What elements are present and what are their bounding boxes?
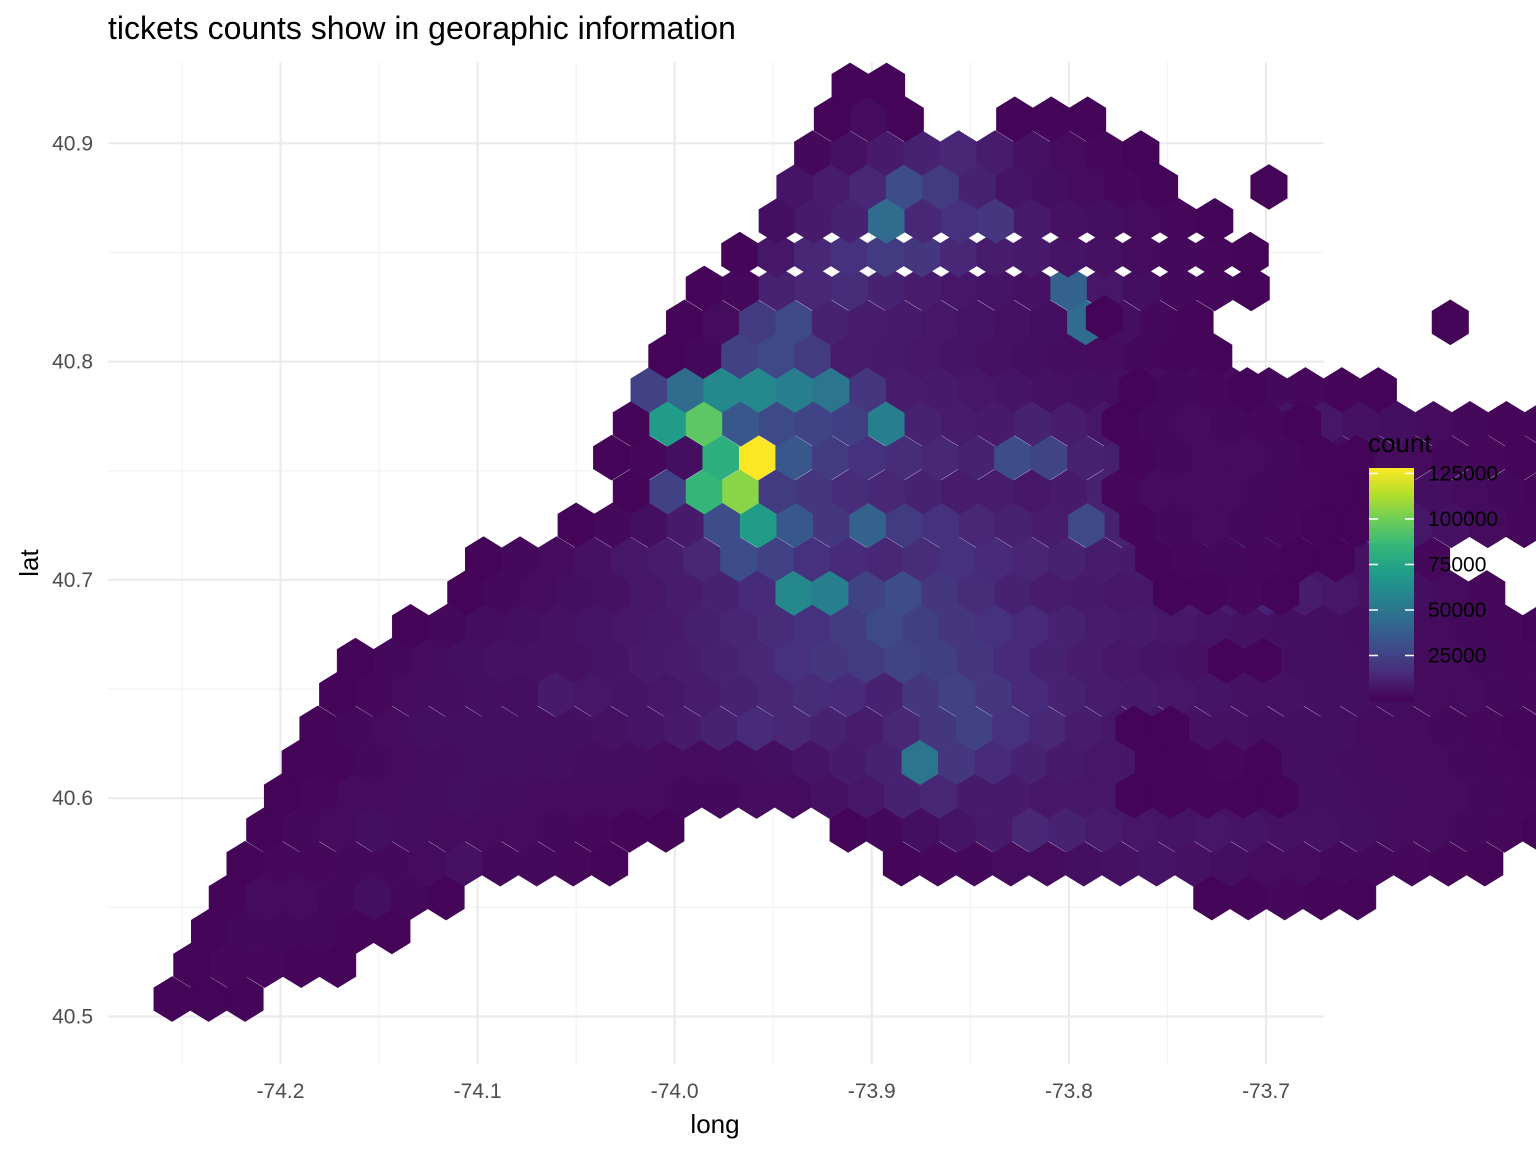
hex-bin — [1244, 637, 1282, 684]
legend-tick-label: 100000 — [1428, 508, 1498, 531]
hex-bin — [1262, 570, 1300, 616]
hex-bin — [226, 976, 264, 1022]
hex-bin — [868, 62, 906, 109]
y-tick-label: 40.5 — [52, 1006, 93, 1029]
hex-bin — [1339, 874, 1377, 921]
hex-bin — [427, 874, 465, 921]
x-axis-title: long — [690, 1109, 739, 1139]
hex-bin — [1232, 265, 1270, 312]
y-axis: 40.5 40.6 40.7 40.8 40.9 — [52, 132, 93, 1028]
hex-bin — [1466, 840, 1504, 887]
hex-bin — [1196, 197, 1234, 244]
hex-bin — [1521, 741, 1536, 783]
legend-title: count — [1368, 428, 1432, 458]
hex-bin — [1151, 705, 1189, 752]
hex-bin — [1261, 773, 1299, 819]
y-tick-label: 40.8 — [52, 351, 93, 374]
hex-bin — [1524, 472, 1536, 511]
legend-colorbar — [1369, 468, 1414, 701]
hex-bin — [1503, 637, 1536, 684]
hex-bin — [1176, 299, 1214, 346]
hex-bin — [1468, 570, 1506, 616]
x-tick-label: -73.7 — [1242, 1080, 1290, 1103]
hex-layer — [153, 62, 1536, 1022]
y-tick-label: 40.7 — [52, 569, 93, 592]
hex-bin — [1505, 502, 1536, 549]
x-tick-label: -74.1 — [454, 1080, 502, 1103]
hex-bin — [1503, 773, 1536, 819]
y-tick-label: 40.6 — [52, 787, 93, 810]
hex-bin — [1522, 674, 1536, 715]
hex-bin — [1359, 367, 1397, 413]
hex-bin — [1069, 96, 1107, 143]
hex-bin — [319, 942, 357, 989]
chart-title: tickets counts show in georaphic informa… — [108, 10, 736, 46]
hex-bin — [1524, 405, 1536, 443]
hex-bin — [1522, 810, 1536, 850]
legend-tick-label: 25000 — [1428, 644, 1486, 667]
y-axis-title: lat — [14, 548, 44, 576]
hex-bin — [1250, 164, 1288, 210]
hex-bin — [1431, 299, 1469, 346]
x-tick-label: -74.0 — [651, 1080, 699, 1103]
hex-bin — [591, 840, 629, 887]
hex-bin — [1122, 130, 1160, 176]
x-tick-label: -73.8 — [1045, 1080, 1093, 1103]
hex-bin — [721, 231, 759, 278]
legend-ticks: 25000 50000 75000 100000 125000 — [1369, 462, 1498, 667]
hex-bin — [647, 807, 685, 853]
hex-bin — [1085, 295, 1123, 341]
legend-tick-label: 75000 — [1428, 553, 1486, 576]
hex-bin — [886, 96, 924, 143]
hex-bin — [373, 908, 411, 955]
legend-tick-label: 125000 — [1428, 462, 1498, 485]
hex-bin — [1522, 607, 1536, 647]
x-tick-label: -73.9 — [848, 1080, 896, 1103]
y-tick-label: 40.9 — [52, 132, 93, 155]
hex-bin — [1504, 434, 1536, 481]
hex-bin — [1317, 536, 1355, 582]
hex-bin — [1141, 164, 1179, 210]
legend-tick-label: 50000 — [1428, 599, 1486, 622]
x-axis: -74.2 -74.1 -74.0 -73.9 -73.8 -73.7 — [257, 1080, 1290, 1103]
hex-bin — [1502, 705, 1536, 752]
hex-bin — [1231, 231, 1269, 278]
color-legend: count 25000 50000 75000 100000 125000 — [1368, 428, 1498, 701]
x-tick-label: -74.2 — [257, 1080, 305, 1103]
